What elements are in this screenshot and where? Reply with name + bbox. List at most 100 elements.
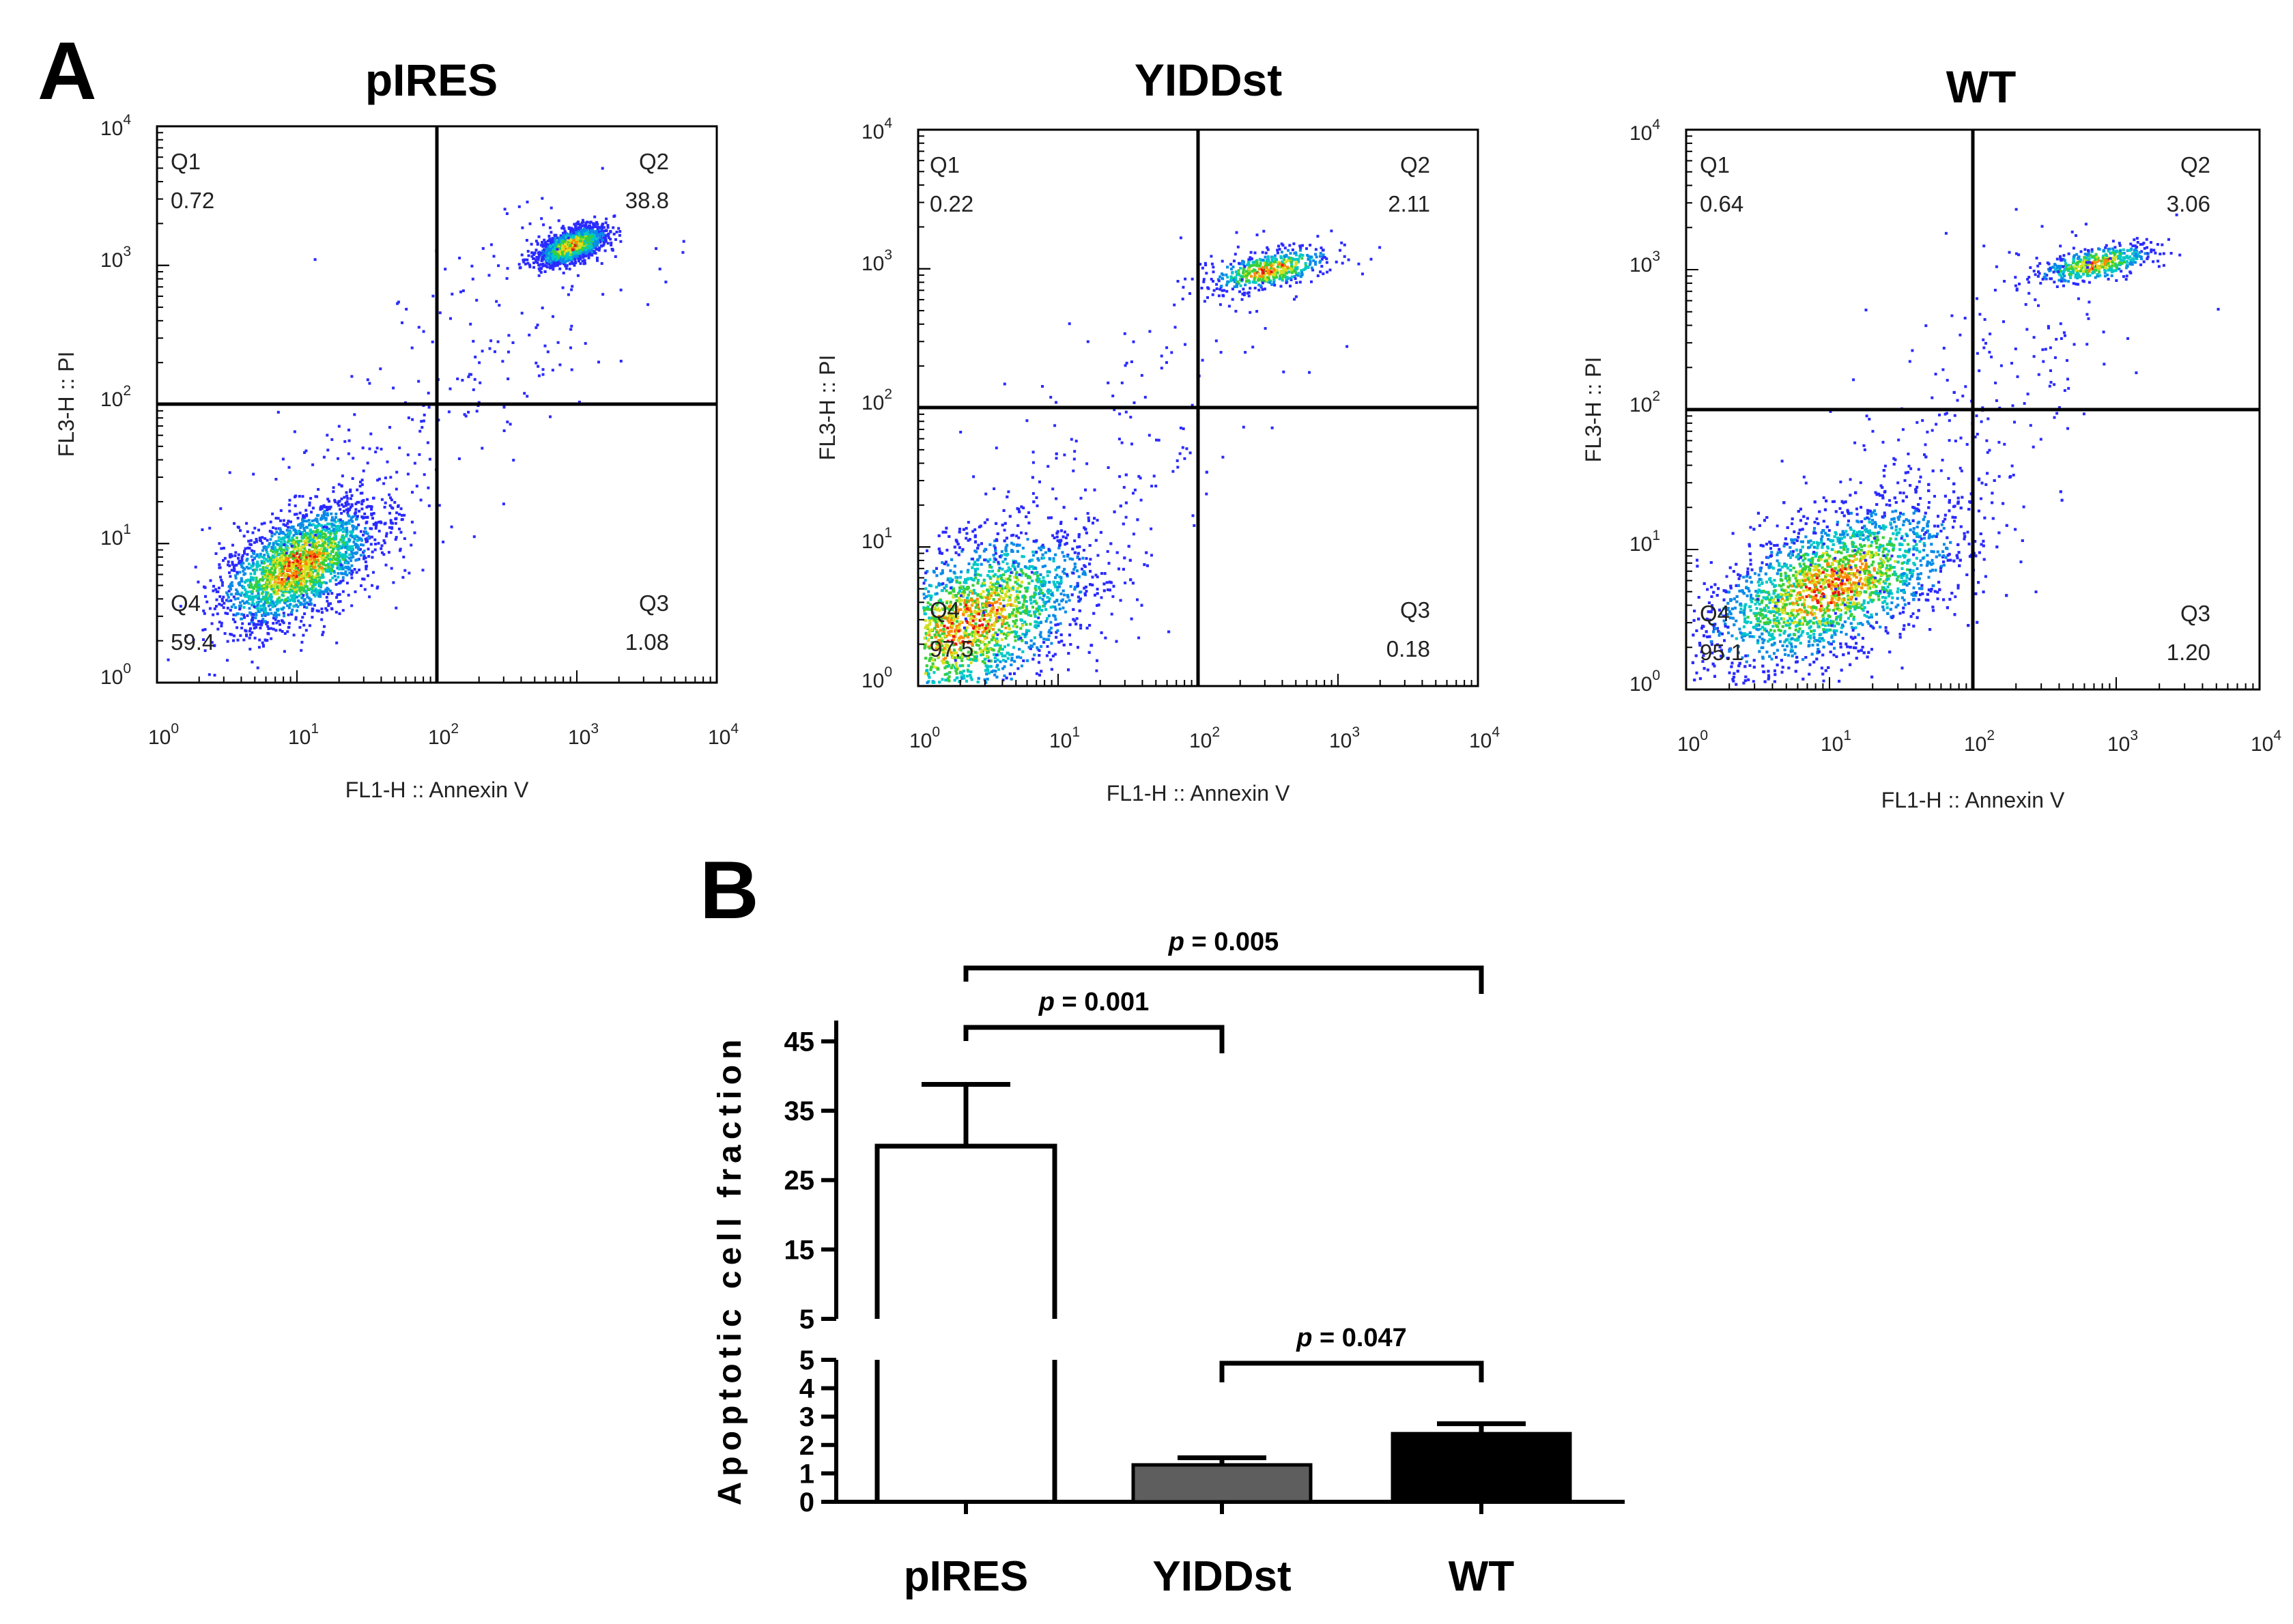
event-point xyxy=(598,226,601,229)
event-point xyxy=(379,520,382,524)
event-point xyxy=(240,612,243,616)
event-point xyxy=(248,622,251,625)
event-point xyxy=(307,557,310,560)
event-point xyxy=(279,569,281,572)
event-point xyxy=(321,514,324,517)
event-point xyxy=(405,307,408,311)
event-point xyxy=(285,562,289,565)
event-point xyxy=(399,507,403,511)
event-point xyxy=(240,627,244,629)
event-point xyxy=(337,518,340,522)
event-point xyxy=(357,523,360,526)
event-point xyxy=(243,550,246,553)
event-point xyxy=(403,513,406,517)
event-point xyxy=(272,526,275,529)
event-point xyxy=(1055,573,1059,577)
x-tick-label: 103 xyxy=(568,721,599,749)
event-point xyxy=(349,530,352,534)
event-point xyxy=(528,263,531,267)
event-point xyxy=(360,502,364,506)
event-point xyxy=(1012,608,1016,612)
event-point xyxy=(618,233,621,237)
event-point xyxy=(214,552,218,555)
event-point xyxy=(296,609,298,612)
event-point xyxy=(233,569,236,572)
event-point xyxy=(334,500,337,504)
event-point xyxy=(570,236,573,238)
event-point xyxy=(563,229,567,233)
event-point xyxy=(332,531,336,534)
event-point xyxy=(232,603,236,606)
event-point xyxy=(326,609,329,612)
event-point xyxy=(266,560,270,563)
quadrant-q1-value: 0.72 xyxy=(171,188,214,213)
event-point xyxy=(315,574,318,578)
event-point xyxy=(298,571,302,575)
event-point xyxy=(257,528,260,532)
event-point xyxy=(598,246,601,250)
event-point xyxy=(365,505,369,509)
event-point xyxy=(558,259,561,263)
event-point xyxy=(598,228,601,231)
event-point xyxy=(304,629,308,632)
event-point xyxy=(389,531,393,535)
event-point xyxy=(347,509,350,513)
event-point xyxy=(263,560,266,563)
event-point xyxy=(583,239,586,242)
event-point xyxy=(337,575,340,579)
event-point xyxy=(323,517,326,519)
event-point xyxy=(389,476,393,479)
event-point xyxy=(346,511,350,515)
event-point xyxy=(403,537,406,540)
event-point xyxy=(367,504,370,508)
event-point xyxy=(324,588,328,591)
event-point xyxy=(242,586,246,589)
event-point xyxy=(277,559,281,562)
event-point xyxy=(570,368,573,371)
event-point xyxy=(354,514,357,517)
event-point xyxy=(306,575,309,579)
event-point xyxy=(540,217,543,220)
event-point xyxy=(576,245,580,248)
event-point xyxy=(281,531,284,535)
event-point xyxy=(262,585,266,588)
event-point xyxy=(239,594,242,597)
event-point xyxy=(397,504,400,507)
event-point xyxy=(259,599,263,603)
event-point xyxy=(326,554,330,557)
event-point xyxy=(586,242,590,245)
event-point xyxy=(276,410,280,414)
event-point xyxy=(313,536,316,539)
event-point xyxy=(330,537,334,541)
event-point xyxy=(252,587,255,590)
event-point xyxy=(300,545,303,549)
event-point xyxy=(595,234,599,238)
event-point xyxy=(546,255,549,258)
event-point xyxy=(567,226,571,229)
event-point xyxy=(253,572,257,575)
event-point xyxy=(282,519,285,522)
event-point xyxy=(285,552,288,555)
event-point xyxy=(311,544,315,547)
event-point xyxy=(341,536,345,539)
event-point xyxy=(413,461,416,465)
event-point xyxy=(255,613,258,616)
event-point xyxy=(330,512,333,515)
event-point xyxy=(309,570,313,573)
event-point xyxy=(229,582,233,586)
event-point xyxy=(245,633,248,636)
event-point xyxy=(251,590,254,593)
event-point xyxy=(339,565,342,568)
event-point xyxy=(417,326,421,329)
event-point xyxy=(288,498,291,502)
event-point xyxy=(362,469,365,472)
event-point xyxy=(401,321,403,324)
event-point xyxy=(345,529,349,532)
event-point xyxy=(569,346,572,350)
event-point xyxy=(565,232,569,236)
event-point xyxy=(298,594,301,597)
event-point xyxy=(583,259,586,263)
event-point xyxy=(601,233,605,237)
event-point xyxy=(532,266,535,269)
event-point xyxy=(315,526,319,528)
